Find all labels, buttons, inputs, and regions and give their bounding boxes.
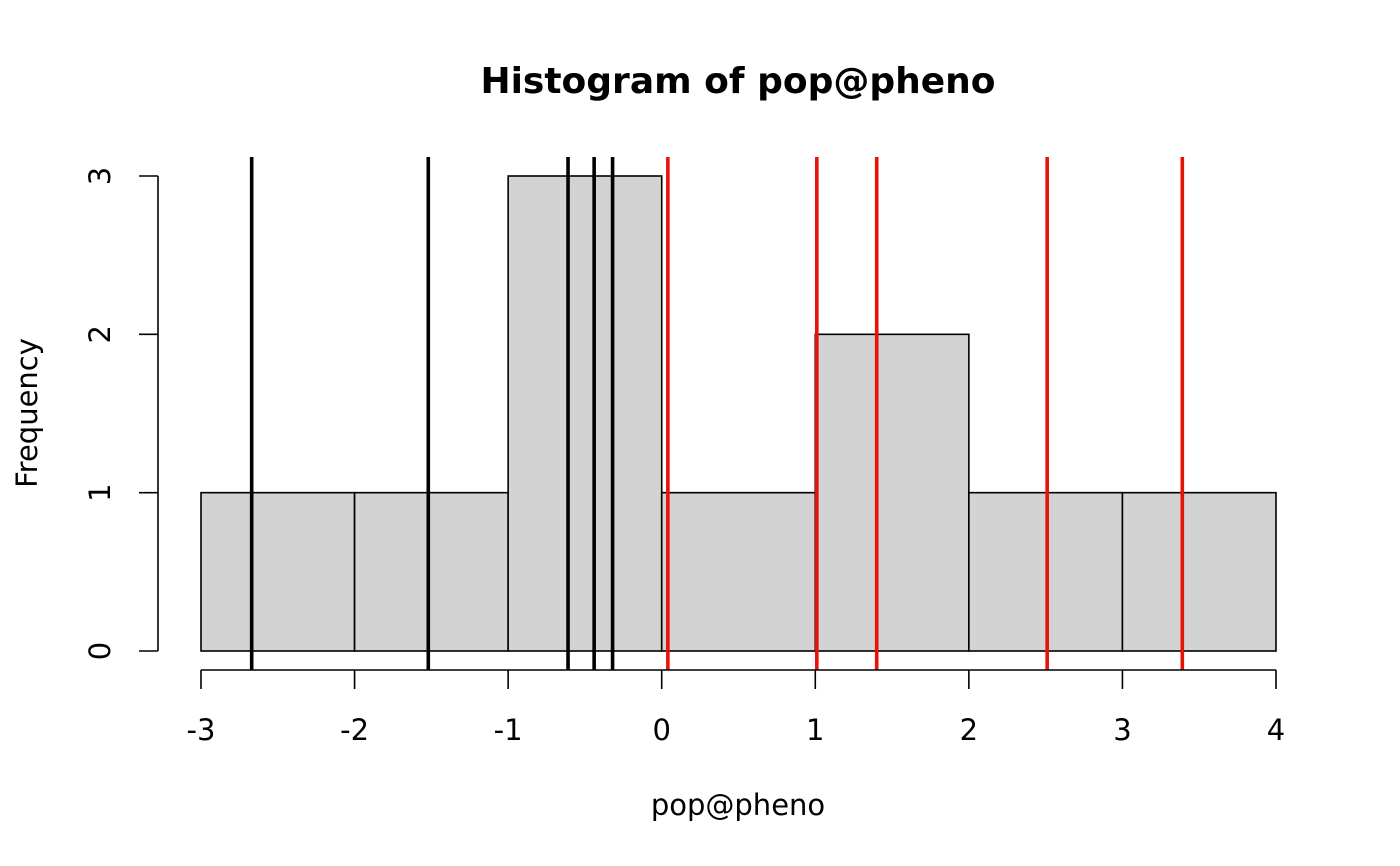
y-tick-label-2: 2 <box>83 325 117 343</box>
y-tick-label-1: 1 <box>83 483 117 501</box>
y-tick-label-3: 3 <box>83 167 117 185</box>
chart-title: Histogram of pop@pheno <box>480 61 995 102</box>
x-axis: -3 -2 -1 0 1 2 3 4 <box>187 669 1285 747</box>
histogram-bar-1 <box>353 491 509 652</box>
vertical-lines-group <box>249 157 1185 670</box>
x-axis-label: pop@pheno <box>651 788 825 822</box>
histogram-bar-4 <box>814 333 970 652</box>
y-axis: 0 1 2 3 <box>83 167 159 660</box>
x-tick-label-3: 0 <box>652 713 670 747</box>
y-axis-label: Frequency <box>10 338 44 488</box>
y-tick-label-0: 0 <box>83 642 117 660</box>
x-tick-label-4: 1 <box>806 713 824 747</box>
histogram-bar-0 <box>200 491 356 652</box>
x-tick-label-6: 3 <box>1113 713 1131 747</box>
x-tick-label-0: -3 <box>187 713 216 747</box>
x-tick-label-2: -1 <box>494 713 523 747</box>
x-tick-label-1: -2 <box>340 713 369 747</box>
x-tick-label-5: 2 <box>960 713 978 747</box>
histogram-bar-6 <box>1121 491 1277 652</box>
histogram-bar-2 <box>507 175 663 652</box>
x-tick-label-7: 4 <box>1267 713 1285 747</box>
histogram-bar-3 <box>660 491 817 652</box>
bars-group <box>200 175 1277 652</box>
